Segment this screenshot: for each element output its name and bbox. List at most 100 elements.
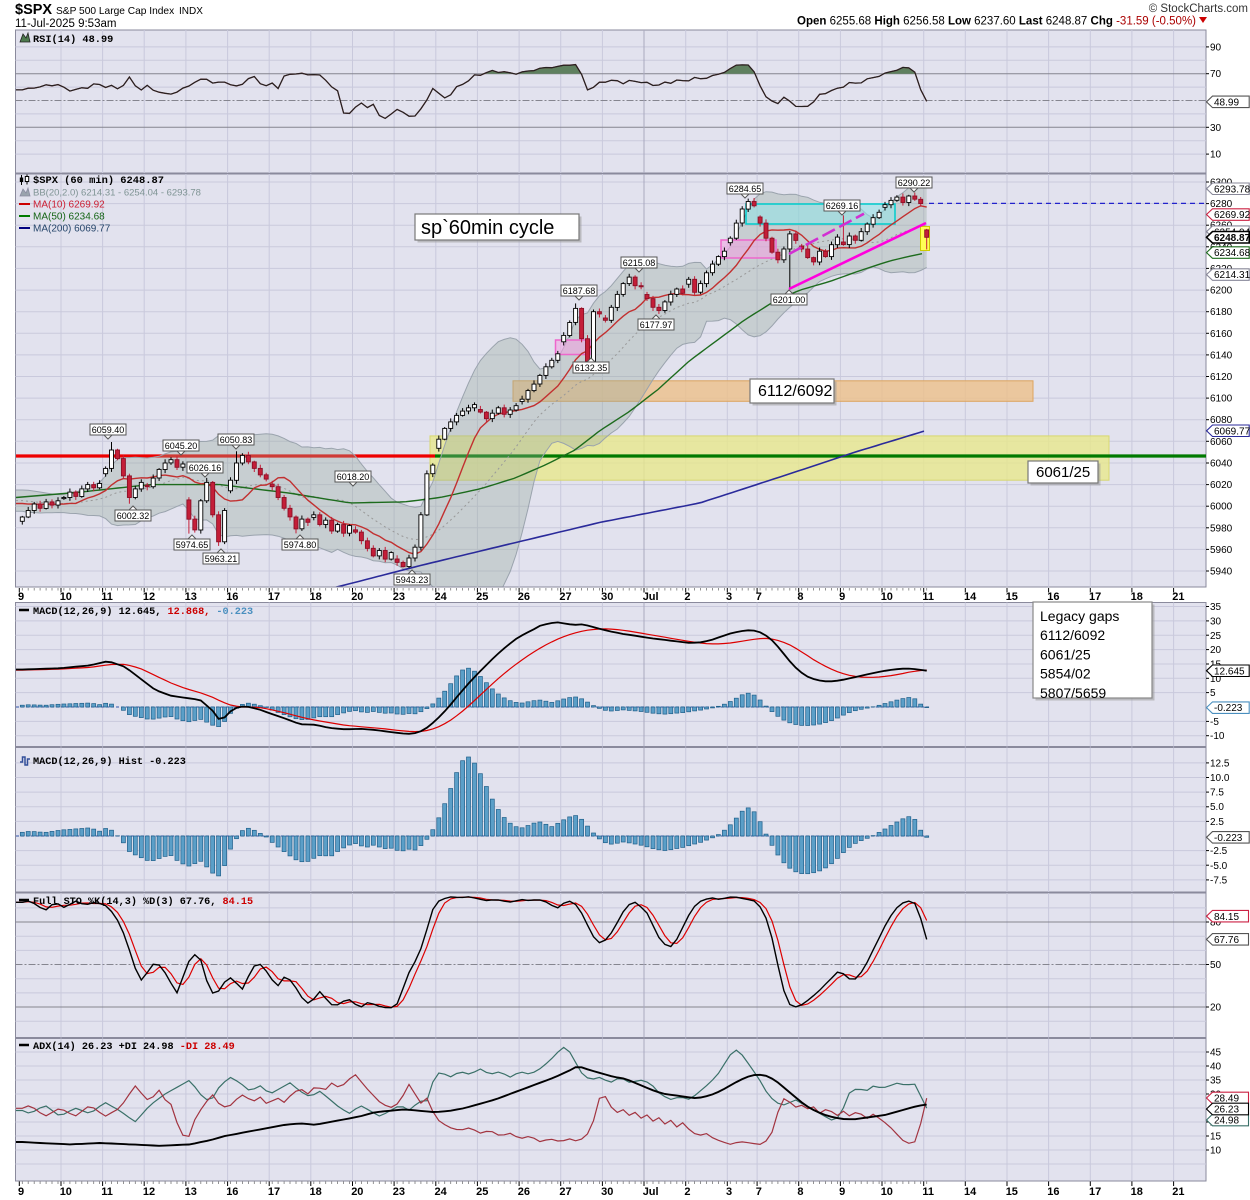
svg-text:84.15: 84.15 xyxy=(1214,912,1239,923)
svg-text:5974.80: 5974.80 xyxy=(284,540,317,550)
svg-text:$SPX: $SPX xyxy=(15,2,52,18)
svg-text:16: 16 xyxy=(226,1186,238,1198)
svg-text:11: 11 xyxy=(101,1186,113,1198)
svg-text:6180: 6180 xyxy=(1210,307,1233,318)
svg-text:Full STO %K(14,3) %D(3) 67.76,: Full STO %K(14,3) %D(3) 67.76, 84.15 xyxy=(33,896,253,908)
svg-text:6284.65: 6284.65 xyxy=(729,184,762,194)
svg-text:27: 27 xyxy=(559,1186,571,1198)
svg-text:6112/6092: 6112/6092 xyxy=(758,383,833,400)
svg-text:16: 16 xyxy=(1047,1186,1059,1198)
svg-text:25: 25 xyxy=(476,591,488,603)
svg-text:12: 12 xyxy=(143,1186,155,1198)
svg-text:26: 26 xyxy=(518,591,530,603)
svg-text:26: 26 xyxy=(518,1186,530,1198)
svg-text:25: 25 xyxy=(1210,631,1222,642)
svg-text:24: 24 xyxy=(435,591,448,603)
svg-text:-2.5: -2.5 xyxy=(1210,846,1228,857)
svg-text:24: 24 xyxy=(435,1186,448,1198)
svg-text:67.76: 67.76 xyxy=(1214,935,1239,946)
svg-text:ADX(14) 26.23 +DI 24.98 -DI 28: ADX(14) 26.23 +DI 24.98 -DI 28.49 xyxy=(33,1041,235,1053)
svg-text:-10: -10 xyxy=(1210,731,1225,742)
svg-text:12.5: 12.5 xyxy=(1210,758,1230,769)
svg-text:6080: 6080 xyxy=(1210,415,1233,426)
svg-text:17: 17 xyxy=(268,591,280,603)
svg-text:40: 40 xyxy=(1210,1062,1222,1073)
svg-text:23: 23 xyxy=(393,1186,405,1198)
svg-text:30: 30 xyxy=(1210,616,1222,627)
svg-text:INDX: INDX xyxy=(179,6,203,17)
svg-text:20: 20 xyxy=(1210,645,1222,656)
svg-text:6293.78: 6293.78 xyxy=(1214,184,1250,195)
svg-text:11: 11 xyxy=(922,1186,934,1198)
svg-text:13: 13 xyxy=(185,1186,197,1198)
svg-text:BB(20,2.0) 6214.31 - 6254.04 -: BB(20,2.0) 6214.31 - 6254.04 - 6293.78 xyxy=(33,188,201,199)
svg-text:2.5: 2.5 xyxy=(1210,817,1224,828)
svg-text:10: 10 xyxy=(1210,1146,1222,1157)
svg-text:14: 14 xyxy=(964,591,977,603)
svg-text:6132.35: 6132.35 xyxy=(575,363,608,373)
svg-text:15: 15 xyxy=(1210,1132,1222,1143)
svg-text:20: 20 xyxy=(1210,1003,1222,1014)
svg-text:MA(10) 6269.92: MA(10) 6269.92 xyxy=(33,200,105,211)
svg-text:30: 30 xyxy=(601,1186,613,1198)
svg-text:15: 15 xyxy=(1006,591,1018,603)
svg-text:5963.21: 5963.21 xyxy=(205,554,238,564)
svg-text:18: 18 xyxy=(1131,591,1143,603)
svg-text:80: 80 xyxy=(1210,918,1222,929)
svg-text:-5.0: -5.0 xyxy=(1210,861,1228,872)
svg-text:6020: 6020 xyxy=(1210,480,1233,491)
svg-text:Open 6255.68 High 6256.58 Low: Open 6255.68 High 6256.58 Low 6237.60 La… xyxy=(797,16,1196,28)
svg-text:5960: 5960 xyxy=(1210,545,1233,556)
svg-text:11: 11 xyxy=(922,591,934,603)
svg-text:6069.77: 6069.77 xyxy=(1214,426,1250,437)
svg-text:9: 9 xyxy=(18,591,24,603)
svg-text:6280: 6280 xyxy=(1210,199,1233,210)
svg-text:16: 16 xyxy=(226,591,238,603)
svg-text:10: 10 xyxy=(60,591,72,603)
svg-text:9: 9 xyxy=(18,1186,24,1198)
svg-text:6100: 6100 xyxy=(1210,394,1233,405)
svg-text:70: 70 xyxy=(1210,69,1222,80)
svg-text:10: 10 xyxy=(1210,150,1222,161)
svg-text:11-Jul-2025 9:53am: 11-Jul-2025 9:53am xyxy=(15,18,116,30)
svg-text:7: 7 xyxy=(756,591,762,603)
svg-text:6269.92: 6269.92 xyxy=(1214,210,1250,221)
svg-text:Legacy gaps: Legacy gaps xyxy=(1040,608,1119,624)
svg-text:12: 12 xyxy=(143,591,155,603)
svg-text:6248.87: 6248.87 xyxy=(1214,233,1250,244)
svg-text:sp`60min cycle: sp`60min cycle xyxy=(421,217,554,239)
svg-text:6050.83: 6050.83 xyxy=(220,435,253,445)
svg-text:3: 3 xyxy=(726,591,732,603)
svg-text:45: 45 xyxy=(1210,1048,1222,1059)
svg-text:S&P 500 Large Cap Index: S&P 500 Large Cap Index xyxy=(56,6,174,17)
svg-text:MA(50) 6234.68: MA(50) 6234.68 xyxy=(33,212,105,223)
svg-text:17: 17 xyxy=(1089,1186,1101,1198)
svg-text:6040: 6040 xyxy=(1210,459,1233,470)
svg-text:5940: 5940 xyxy=(1210,567,1233,578)
svg-text:6045.20: 6045.20 xyxy=(165,441,198,451)
svg-text:35: 35 xyxy=(1210,602,1222,613)
svg-text:14: 14 xyxy=(964,1186,977,1198)
svg-text:15: 15 xyxy=(1006,1186,1018,1198)
svg-text:MACD(12,26,9) Hist -0.223: MACD(12,26,9) Hist -0.223 xyxy=(33,756,186,768)
svg-text:28.49: 28.49 xyxy=(1214,1094,1239,1105)
svg-text:6234.68: 6234.68 xyxy=(1214,248,1250,259)
svg-text:10.0: 10.0 xyxy=(1210,773,1230,784)
svg-text:MA(200) 6069.77: MA(200) 6069.77 xyxy=(33,224,111,235)
svg-text:16: 16 xyxy=(1047,591,1059,603)
svg-text:21: 21 xyxy=(1172,591,1184,603)
svg-text:5974.65: 5974.65 xyxy=(176,540,209,550)
svg-text:6120: 6120 xyxy=(1210,372,1233,383)
svg-text:10: 10 xyxy=(881,591,893,603)
svg-text:-0.223: -0.223 xyxy=(1214,703,1243,714)
svg-text:6290.22: 6290.22 xyxy=(898,178,931,188)
svg-text:6215.08: 6215.08 xyxy=(623,258,656,268)
svg-text:$SPX (60 min) 6248.87: $SPX (60 min) 6248.87 xyxy=(33,175,164,187)
svg-text:90: 90 xyxy=(1210,42,1222,53)
svg-text:6140: 6140 xyxy=(1210,350,1233,361)
svg-text:-0.223: -0.223 xyxy=(1214,833,1243,844)
svg-text:MACD(12,26,9) 12.645, 12.868,: MACD(12,26,9) 12.645, 12.868, -0.223 xyxy=(33,606,253,618)
svg-text:10: 10 xyxy=(1210,674,1222,685)
svg-text:21: 21 xyxy=(1172,1186,1184,1198)
svg-text:RSI(14) 48.99: RSI(14) 48.99 xyxy=(33,34,113,46)
